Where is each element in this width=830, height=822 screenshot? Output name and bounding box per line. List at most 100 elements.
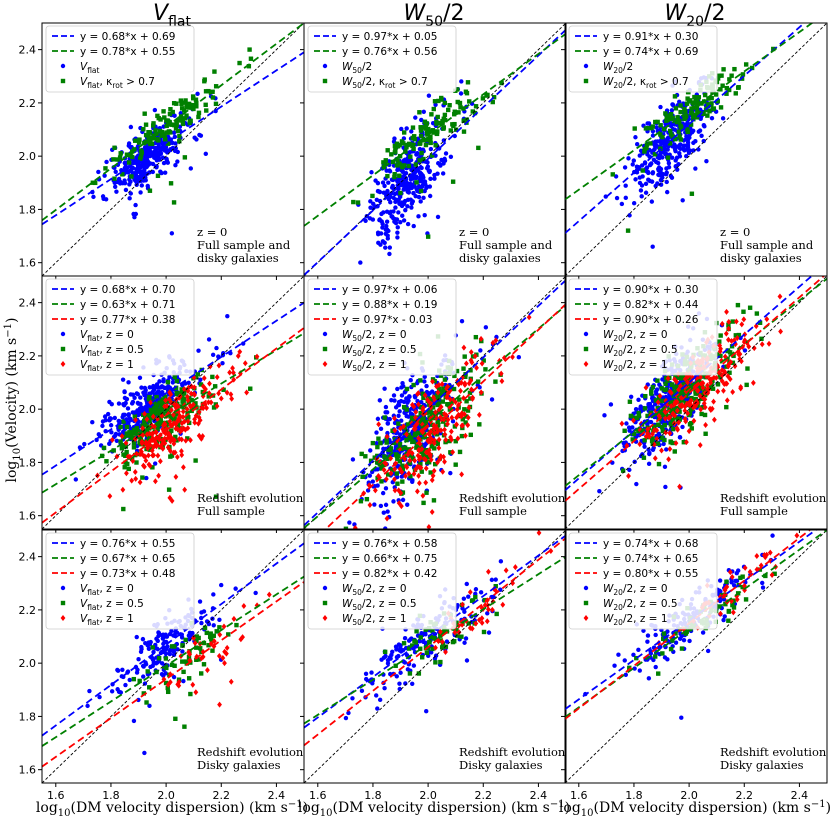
data-point	[625, 228, 631, 233]
data-point	[667, 128, 673, 134]
data-point	[145, 183, 150, 189]
data-point	[411, 382, 416, 388]
data-point	[170, 380, 176, 385]
data-point	[429, 444, 435, 449]
data-point	[660, 651, 665, 656]
data-point	[385, 421, 390, 426]
data-point	[430, 405, 436, 410]
data-point	[218, 395, 224, 402]
data-point	[124, 424, 130, 430]
data-point	[395, 230, 400, 235]
data-point	[699, 411, 704, 417]
data-point	[691, 417, 697, 424]
data-point	[429, 401, 435, 408]
legend-marker-blue	[583, 585, 589, 591]
data-point	[445, 401, 450, 407]
data-point	[367, 501, 373, 508]
data-point	[375, 416, 381, 422]
data-point	[685, 96, 690, 101]
data-point	[440, 468, 446, 475]
identity-line	[565, 276, 827, 529]
data-point	[680, 398, 685, 403]
data-point	[423, 627, 428, 632]
data-point	[679, 646, 685, 651]
data-point	[370, 440, 376, 446]
data-point	[424, 396, 430, 403]
data-point	[461, 366, 466, 371]
data-point	[199, 671, 204, 676]
data-point	[392, 415, 397, 422]
data-point	[128, 153, 133, 158]
data-point	[738, 575, 743, 581]
data-point	[117, 155, 123, 160]
data-point	[367, 473, 373, 478]
data-point	[194, 137, 199, 142]
legend: y = 0.76*x + 0.55y = 0.67*x + 0.65y = 0.…	[45, 532, 195, 630]
data-point	[392, 219, 397, 224]
data-point	[653, 119, 658, 125]
data-point	[368, 199, 373, 204]
data-point	[433, 102, 438, 107]
data-point	[683, 109, 688, 114]
data-point	[158, 422, 164, 427]
data-point	[680, 198, 685, 203]
data-point	[388, 671, 393, 677]
data-point	[161, 411, 166, 416]
data-point	[148, 639, 153, 645]
data-point	[134, 460, 139, 465]
data-point	[436, 436, 442, 443]
data-point	[392, 174, 397, 180]
data-point	[400, 466, 406, 472]
data-point	[473, 104, 479, 109]
data-point	[707, 376, 713, 383]
data-point	[211, 638, 217, 645]
data-point	[162, 440, 168, 447]
data-point	[688, 122, 694, 127]
data-point	[147, 462, 153, 469]
data-point	[650, 431, 655, 438]
data-point	[462, 407, 467, 412]
data-point	[120, 377, 126, 382]
data-point	[705, 113, 710, 118]
data-point	[432, 378, 437, 384]
data-point	[440, 419, 446, 424]
data-point	[469, 625, 475, 632]
data-point	[379, 219, 384, 224]
panel-annotation: Full sample and	[459, 238, 553, 252]
data-point	[432, 461, 438, 467]
data-point	[648, 141, 653, 146]
data-point	[455, 435, 461, 442]
data-point	[652, 152, 658, 157]
data-point	[639, 183, 645, 188]
data-point	[422, 448, 428, 454]
legend: y = 0.68*x + 0.69y = 0.78*x + 0.55VflatV…	[45, 25, 195, 93]
data-point	[196, 414, 202, 421]
data-point	[212, 69, 217, 74]
data-point	[374, 693, 379, 698]
data-point	[726, 325, 732, 332]
data-point	[135, 392, 141, 397]
data-point	[173, 163, 178, 168]
data-point	[637, 441, 643, 448]
legend-marker-green	[322, 600, 328, 606]
x-tick-label: 1.8	[102, 789, 120, 802]
data-point	[701, 111, 706, 117]
data-point	[126, 160, 132, 165]
data-point	[168, 454, 173, 459]
data-point	[375, 706, 380, 711]
data-point	[640, 174, 645, 179]
data-point	[632, 126, 637, 131]
data-point	[392, 172, 397, 177]
legend-scatter-label: W20/2, z = 0.5	[603, 598, 678, 612]
data-point	[389, 397, 394, 403]
data-point	[112, 433, 118, 439]
data-point	[722, 585, 728, 592]
panel-annotation: z = 0	[197, 225, 227, 239]
data-point	[203, 102, 208, 108]
data-point	[102, 173, 107, 178]
data-point	[671, 407, 676, 413]
data-point	[175, 403, 181, 410]
data-point	[162, 385, 168, 391]
data-point	[201, 662, 207, 667]
data-point	[164, 130, 169, 135]
